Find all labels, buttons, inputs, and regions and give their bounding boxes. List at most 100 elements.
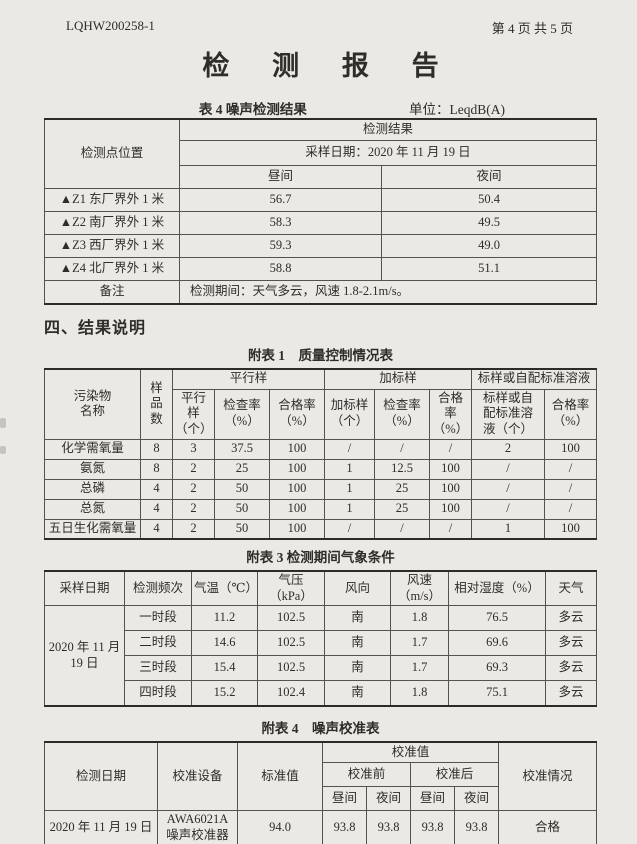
remark-text: 检测期间：天气多云，风速 1.8-2.1m/s。 bbox=[179, 279, 597, 305]
data-cell: 南 bbox=[324, 630, 391, 657]
unit-label: 单位：LeqdB(A) bbox=[408, 102, 505, 117]
data-cell: 102.5 bbox=[257, 655, 325, 682]
header-cell: 校准值 bbox=[321, 741, 500, 764]
header-cell: 采样日期：2020 年 11 月 19 日 bbox=[179, 139, 597, 166]
data-cell: / bbox=[544, 478, 597, 500]
header-cell: 加标样 bbox=[324, 368, 472, 390]
data-cell: 11.2 bbox=[191, 605, 258, 632]
table-row: 备注 检测期间：天气多云，风速 1.8-2.1m/s。 bbox=[44, 279, 597, 305]
table-row: 五日生化需氧量 4 2 50 100 / / / 1 100 bbox=[44, 518, 597, 540]
table-row: 三时段 15.4 102.5 南 1.7 69.3 多云 bbox=[45, 655, 597, 682]
data-cell: / bbox=[374, 438, 430, 460]
data-cell: / bbox=[471, 498, 545, 520]
data-cell: 2 bbox=[172, 498, 215, 520]
data-cell: 58.3 bbox=[179, 210, 382, 235]
data-cell: 49.5 bbox=[381, 210, 597, 235]
data-cell: 100 bbox=[269, 438, 325, 460]
data-cell: 93.8 bbox=[366, 810, 411, 844]
data-cell: 100 bbox=[544, 438, 597, 460]
data-cell: 2 bbox=[172, 458, 215, 480]
data-cell: 1 bbox=[471, 518, 545, 540]
qc-table-caption: 附表 1 质量控制情况表 bbox=[247, 348, 394, 363]
data-cell: 2 bbox=[172, 478, 215, 500]
noise-table: 检测点位置 检测结果 采样日期：2020 年 11 月 19 日 昼间 夜间 ▲… bbox=[44, 118, 597, 305]
data-cell: 75.1 bbox=[448, 680, 546, 707]
header-cell: 合格率 （%） bbox=[269, 388, 325, 440]
scan-artifact bbox=[0, 418, 6, 428]
data-cell: / bbox=[324, 518, 375, 540]
data-cell: 1.7 bbox=[390, 655, 449, 682]
data-cell: 4 bbox=[140, 498, 173, 520]
header-cell: 气温（℃） bbox=[191, 570, 258, 607]
data-cell: 59.3 bbox=[179, 233, 382, 258]
data-cell: 1.8 bbox=[390, 605, 449, 632]
data-cell: 100 bbox=[269, 518, 325, 540]
data-cell: 100 bbox=[429, 458, 472, 480]
data-cell: / bbox=[429, 518, 472, 540]
scan-artifact bbox=[0, 446, 6, 454]
header-cell: 平行 样 （个） bbox=[172, 388, 215, 440]
data-cell: / bbox=[324, 438, 375, 460]
data-cell: 50 bbox=[214, 498, 270, 520]
qc-table: 污染物 名称 样 品 数 平行样 加标样 标样或自配标准溶液 平行 样 （个） … bbox=[44, 368, 597, 540]
table-row: 采样日期 检测频次 气温（℃） 气压（kPa） 风向 风速（m/s） 相对湿度（… bbox=[44, 570, 597, 607]
data-cell: ▲Z3 西厂界外 1 米 bbox=[44, 233, 180, 258]
table-row: 检测点位置 检测结果 bbox=[44, 118, 597, 189]
header-cell: 加标样 （个） bbox=[324, 388, 375, 440]
header-cell: 夜间 bbox=[366, 786, 411, 812]
data-cell: 化学需氧量 bbox=[44, 438, 141, 460]
table-row: 氨氮 8 2 25 100 1 12.5 100 / / bbox=[44, 458, 597, 480]
table-row: 校准前 校准后 bbox=[45, 762, 597, 788]
header-cell: 校准前 bbox=[322, 762, 411, 788]
header-cell: 夜间 bbox=[453, 786, 500, 812]
data-cell: 49.0 bbox=[381, 233, 597, 258]
data-cell: 93.8 bbox=[322, 810, 367, 844]
table-row: 总磷 4 2 50 100 1 25 100 / / bbox=[44, 478, 597, 500]
data-cell: 25 bbox=[374, 478, 430, 500]
table-row: 平行 样 （个） 检查率 （%） 合格率 （%） 加标样 （个） 检查率 （%）… bbox=[45, 388, 597, 440]
remark-label: 备注 bbox=[44, 279, 180, 305]
data-cell: 2 bbox=[172, 518, 215, 540]
table-row: 二时段 14.6 102.5 南 1.7 69.6 多云 bbox=[45, 630, 597, 657]
header-cell: 检查率 （%） bbox=[214, 388, 270, 440]
header-cell: 污染物 名称 bbox=[44, 368, 141, 440]
data-cell: 8 bbox=[140, 458, 173, 480]
header-cell: 平行样 bbox=[172, 368, 325, 390]
data-cell: 3 bbox=[172, 438, 215, 460]
header-cell: 天气 bbox=[545, 570, 597, 607]
header-cell: 标准值 bbox=[237, 741, 323, 812]
data-cell: 多云 bbox=[545, 655, 597, 682]
header-cell: 校准情况 bbox=[498, 741, 597, 812]
data-cell: 15.4 bbox=[191, 655, 258, 682]
data-cell: 氨氮 bbox=[44, 458, 141, 480]
header-cell: 合格 率 （%） bbox=[429, 388, 472, 440]
header-cell: 校准后 bbox=[409, 762, 500, 788]
data-cell: 37.5 bbox=[214, 438, 270, 460]
data-cell: 1 bbox=[324, 458, 375, 480]
weather-table-caption: 附表 3 检测期间气象条件 bbox=[246, 550, 395, 565]
calibration-table-caption: 附表 4 噪声校准表 bbox=[261, 720, 380, 736]
header-cell: 检测频次 bbox=[124, 570, 192, 607]
data-cell: 多云 bbox=[545, 630, 597, 657]
data-cell: 五日生化需氧量 bbox=[44, 518, 141, 540]
data-cell: 1 bbox=[324, 478, 375, 500]
data-cell: 四时段 bbox=[124, 680, 192, 707]
header-cell: 标样或自配标准溶液 bbox=[471, 368, 597, 390]
data-cell: 2 bbox=[471, 438, 545, 460]
header-cell: 采样日期 bbox=[44, 570, 125, 607]
header-cell: 检查率 （%） bbox=[374, 388, 430, 440]
data-cell: 50 bbox=[214, 478, 270, 500]
header-cell: 检测点位置 bbox=[44, 118, 180, 189]
data-cell: 总磷 bbox=[44, 478, 141, 500]
data-cell: 100 bbox=[429, 498, 472, 520]
data-cell: AWA6021A 噪声校准器 bbox=[157, 810, 238, 844]
data-cell: 100 bbox=[544, 518, 597, 540]
sample-date-cell: 2020 年 11 月 19 日 bbox=[44, 605, 125, 707]
data-cell: ▲Z1 东厂界外 1 米 bbox=[44, 187, 180, 212]
noise-table-caption: 表 4 噪声检测结果 bbox=[198, 102, 307, 117]
table-row: ▲Z3 西厂界外 1 米 59.3 49.0 bbox=[44, 233, 597, 258]
data-cell: 南 bbox=[324, 655, 391, 682]
data-cell: 14.6 bbox=[191, 630, 258, 657]
header-cell: 风速（m/s） bbox=[390, 570, 449, 607]
data-cell: 多云 bbox=[545, 680, 597, 707]
